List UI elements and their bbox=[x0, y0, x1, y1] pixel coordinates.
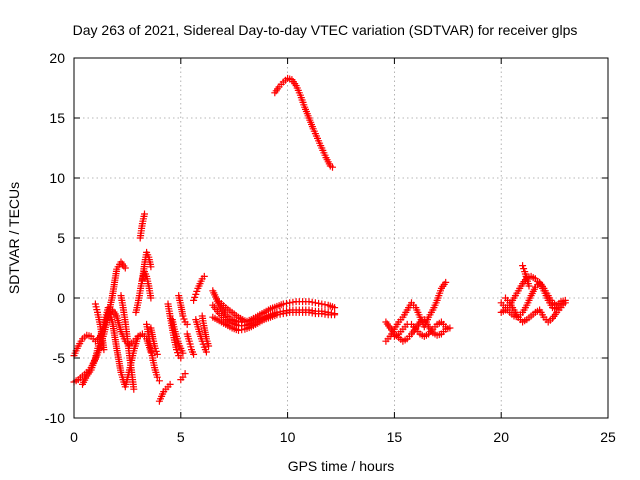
point-cluster-20d bbox=[525, 282, 533, 290]
tick-labels: 0 5 10 15 20 25 -10 -5 0 5 10 15 20 bbox=[45, 50, 616, 445]
point-cluster-20b bbox=[561, 299, 569, 307]
point-cluster-20c bbox=[557, 304, 565, 312]
grid-lines bbox=[74, 58, 608, 418]
point-arc-q bbox=[192, 290, 200, 298]
point-band-4 bbox=[241, 317, 249, 325]
point-arc-q bbox=[190, 296, 198, 304]
y-tick-label: 10 bbox=[49, 170, 65, 186]
point-arc-f bbox=[147, 294, 155, 302]
point-cluster-15 bbox=[446, 324, 454, 332]
y-tick-label: 0 bbox=[57, 290, 65, 306]
axis-ticks bbox=[73, 57, 609, 419]
y-tick-label: 20 bbox=[49, 50, 65, 66]
y-tick-label: 5 bbox=[57, 230, 65, 246]
point-cluster-15c bbox=[442, 323, 450, 331]
x-tick-label: 0 bbox=[70, 429, 78, 445]
point-cluster-20d bbox=[519, 262, 527, 270]
point-arc-o bbox=[181, 370, 189, 378]
point-arc-j bbox=[152, 347, 160, 355]
y-tick-label: -10 bbox=[45, 410, 65, 426]
point-arc-d bbox=[100, 346, 108, 354]
x-tick-label: 5 bbox=[177, 429, 185, 445]
x-tick-label: 10 bbox=[280, 429, 296, 445]
point-arc-q bbox=[200, 272, 208, 280]
point-arc-m bbox=[179, 349, 187, 357]
point-arc-k bbox=[166, 380, 174, 388]
point-arc-e bbox=[130, 385, 138, 393]
point-arc-n bbox=[179, 312, 187, 320]
x-tick-label: 25 bbox=[600, 429, 616, 445]
x-tick-label: 15 bbox=[387, 429, 403, 445]
y-tick-label: -5 bbox=[53, 350, 66, 366]
point-arc-h bbox=[147, 263, 155, 271]
point-arc-s bbox=[205, 342, 213, 350]
point-arc-r bbox=[202, 348, 210, 356]
point-arc-i bbox=[155, 377, 163, 385]
point-arc-o bbox=[179, 373, 187, 381]
x-tick-label: 20 bbox=[493, 429, 509, 445]
point-cluster-15b bbox=[442, 278, 450, 286]
point-cluster-20d bbox=[520, 265, 528, 273]
point-arc-l bbox=[173, 346, 180, 354]
point-arc-i bbox=[153, 373, 161, 381]
data-points bbox=[70, 74, 569, 405]
point-arc-n bbox=[180, 315, 188, 323]
point-arc-n bbox=[183, 320, 191, 328]
point-arc-q bbox=[193, 287, 201, 295]
point-arc-j bbox=[151, 344, 159, 352]
point-arc-c bbox=[134, 332, 142, 340]
point-band-1 bbox=[331, 304, 339, 312]
y-axis-label: SDTVAR / TECUs bbox=[6, 182, 22, 294]
point-arc-g bbox=[141, 210, 148, 218]
point-arc-l bbox=[177, 354, 185, 362]
point-arc-b bbox=[121, 264, 129, 272]
point-peak bbox=[329, 163, 336, 171]
y-tick-label: 15 bbox=[49, 110, 65, 126]
x-axis-label: GPS time / hours bbox=[288, 458, 395, 474]
point-band-3 bbox=[331, 311, 339, 319]
point-arc-j bbox=[153, 350, 161, 358]
chart-title: Day 263 of 2021, Sidereal Day-to-day VTE… bbox=[73, 22, 578, 38]
point-arc-p bbox=[190, 350, 198, 358]
point-arc-q bbox=[191, 293, 199, 301]
